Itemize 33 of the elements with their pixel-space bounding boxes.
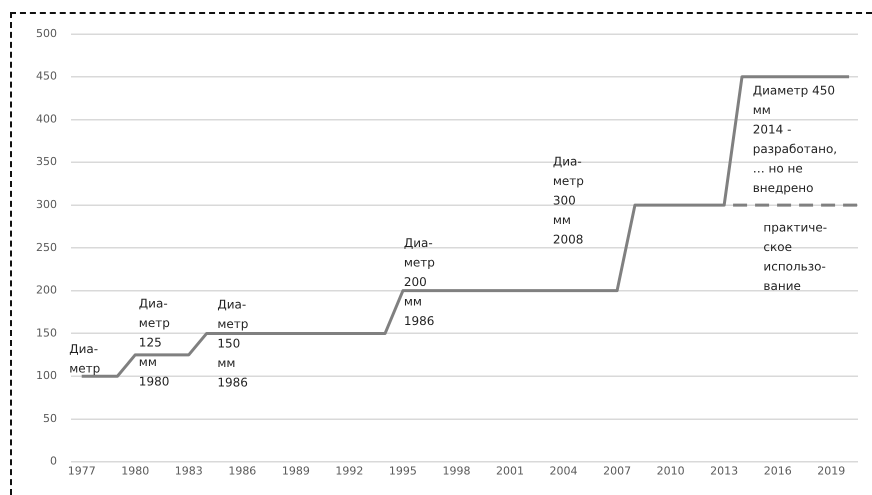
annotation: практиче- ское использо- вание	[763, 220, 828, 293]
x-tick-label: 2001	[496, 464, 524, 478]
x-tick-label: 1998	[442, 464, 470, 478]
x-tick-label: 1983	[174, 464, 203, 478]
annotation: Диа- метр 200 мм 1986	[404, 236, 435, 328]
x-tick-label: 2010	[656, 464, 685, 478]
x-tick-label: 1980	[121, 464, 150, 478]
x-tick-label: 1986	[228, 464, 256, 478]
x-tick-label: 2019	[817, 464, 846, 478]
y-tick-label: 100	[36, 369, 57, 382]
y-tick-label: 0	[50, 454, 57, 468]
x-tick-label: 1992	[335, 464, 364, 478]
x-tick-label: 1995	[388, 464, 417, 478]
x-tick-label: 1989	[282, 464, 310, 478]
y-tick-label: 150	[36, 326, 57, 340]
x-tick-label: 2016	[764, 464, 792, 478]
annotation: Диаметр 450 мм 2014 - разработано, … но не внедрено	[752, 83, 838, 195]
y-tick-label: 200	[36, 284, 57, 297]
y-tick-label: 250	[36, 240, 57, 254]
x-tick-label: 2007	[603, 464, 632, 478]
y-tick-label: 450	[36, 70, 57, 83]
y-tick-label: 50	[42, 412, 57, 425]
annotation: Диа- метр 300 мм 2008	[552, 154, 584, 246]
x-tick-label: 2004	[550, 464, 578, 478]
x-tick-label: 2013	[710, 464, 738, 478]
x-tick-label: 1977	[68, 464, 96, 478]
y-tick-label: 300	[36, 198, 57, 211]
annotation: Диа- метр 125 мм 1980	[138, 296, 170, 389]
y-tick-label: 350	[36, 155, 57, 168]
annotation: Диа- метр	[69, 342, 100, 376]
y-tick-label: 500	[36, 26, 57, 40]
annotation: Диа- метр 150 мм 1986	[217, 297, 248, 390]
y-tick-label: 400	[36, 112, 57, 126]
